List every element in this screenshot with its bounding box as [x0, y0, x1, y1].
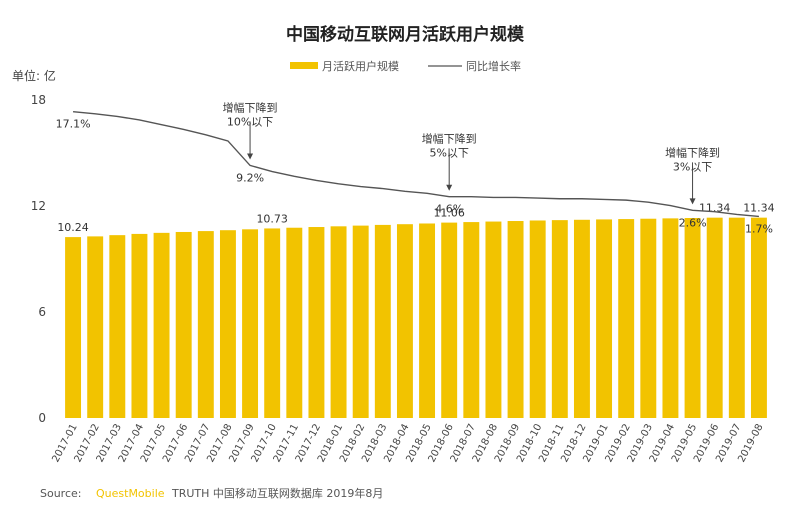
- bar: [308, 227, 325, 418]
- bar: [330, 226, 347, 418]
- bar-value-label: 10.24: [57, 221, 89, 234]
- bar: [507, 221, 524, 418]
- bar: [706, 217, 723, 418]
- growth-line-series: 17.1% 9.2% 4.6% 2.6% 1.7%: [56, 111, 773, 235]
- bar: [419, 223, 436, 418]
- legend-line-label: 同比增长率: [466, 59, 521, 73]
- bar: [131, 233, 148, 418]
- annotation-text: 增幅下降到: [223, 100, 278, 114]
- bar: [264, 228, 281, 418]
- annotation-arrow-head: [446, 184, 453, 191]
- growth-value-label: 9.2%: [236, 171, 264, 184]
- bar: [175, 231, 192, 418]
- legend-bar-swatch: [290, 62, 318, 69]
- bar: [684, 218, 701, 418]
- source-note: Source: QuestMobile TRUTH 中国移动互联网数据库 201…: [40, 486, 383, 500]
- legend-bar-label: 月活跃用户规模: [322, 59, 399, 73]
- chart-title: 中国移动互联网月活跃用户规模: [286, 24, 525, 45]
- bar: [219, 230, 236, 418]
- bar: [352, 225, 369, 418]
- growth-value-label: 17.1%: [56, 118, 91, 131]
- annotation-text: 增幅下降到: [665, 145, 720, 159]
- bar: [65, 237, 82, 418]
- growth-value-label: 4.6%: [435, 203, 463, 216]
- bar: [109, 235, 126, 418]
- bar: [551, 220, 568, 418]
- source-brand: QuestMobile: [96, 487, 165, 500]
- bar: [728, 217, 745, 418]
- bar: [396, 224, 413, 418]
- bar: [374, 224, 391, 418]
- bar: [529, 220, 546, 418]
- bar: [441, 222, 458, 418]
- unit-label: 单位: 亿: [12, 68, 56, 83]
- growth-value-label: 1.7%: [745, 222, 773, 235]
- bar: [485, 221, 502, 418]
- legend: 月活跃用户规模 同比增长率: [290, 59, 521, 73]
- bar: [640, 218, 657, 418]
- y-tick-label: 12: [31, 199, 46, 213]
- bar: [662, 218, 679, 418]
- y-tick-label: 6: [38, 305, 46, 319]
- bar: [153, 232, 170, 418]
- bar: [242, 229, 259, 418]
- source-prefix: Source:: [40, 487, 82, 500]
- bar: [618, 219, 635, 418]
- bar-value-label: 10.73: [256, 212, 288, 225]
- y-axis: 0 6 12 18: [31, 93, 46, 425]
- bar: [573, 219, 590, 418]
- y-tick-label: 0: [38, 411, 46, 425]
- x-axis: 2017-012017-022017-032017-042017-052017-…: [50, 422, 765, 464]
- bar: [87, 236, 104, 418]
- source-text: TRUTH 中国移动互联网数据库 2019年8月: [171, 486, 383, 500]
- annotation-text: 增幅下降到: [422, 132, 477, 146]
- bar: [596, 219, 613, 418]
- growth-value-label: 2.6%: [679, 216, 707, 229]
- bar-value-label: 11.34: [743, 202, 775, 215]
- bar-value-label: 11.06: [433, 207, 465, 220]
- growth-line: [72, 111, 760, 218]
- bar: [286, 227, 303, 418]
- bar: [197, 231, 214, 418]
- annotation-arrow-head: [689, 198, 696, 205]
- y-tick-label: 18: [31, 93, 46, 107]
- bar: [463, 222, 480, 418]
- annotation-arrow-head: [247, 153, 254, 160]
- bar: [750, 217, 767, 418]
